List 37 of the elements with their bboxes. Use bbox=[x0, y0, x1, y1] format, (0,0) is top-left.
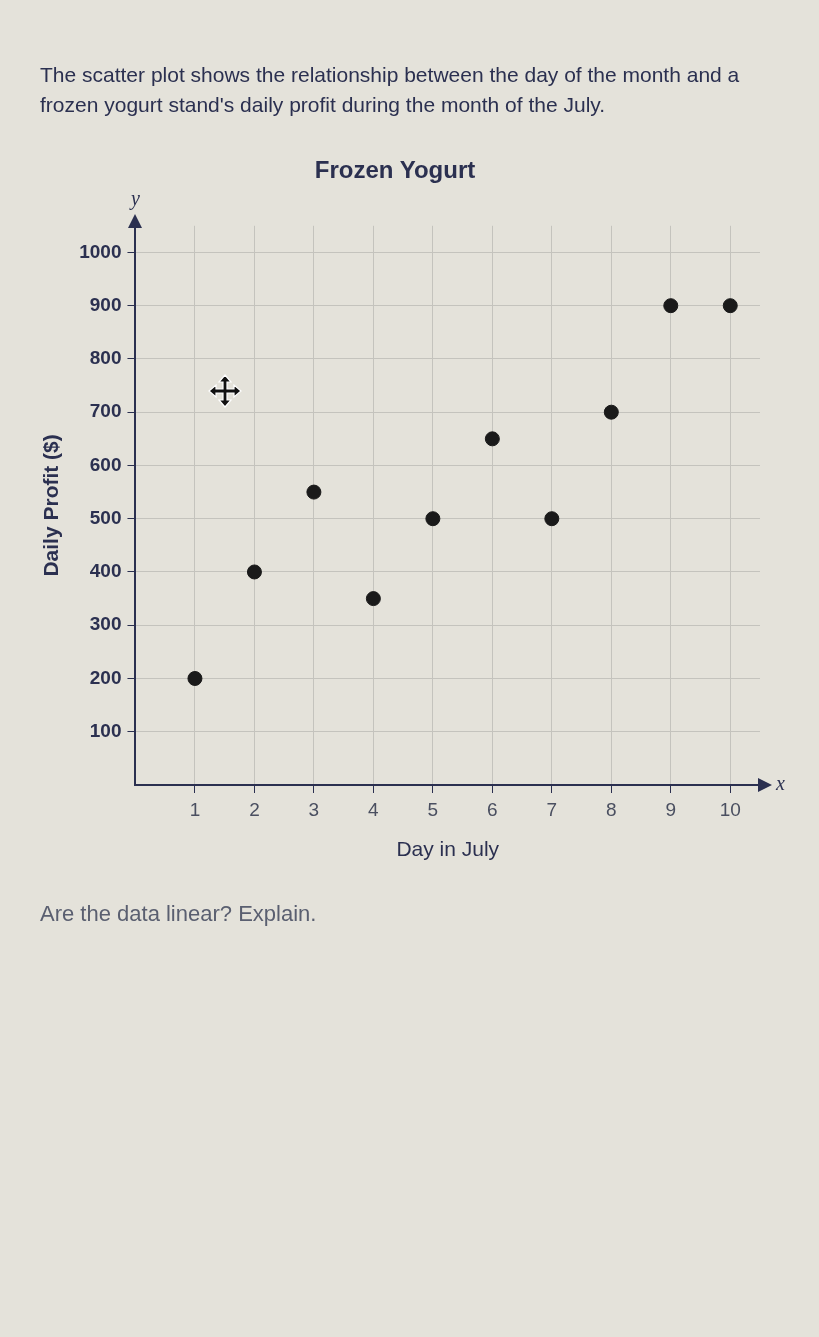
y-tick-label: 600 bbox=[89, 453, 122, 475]
y-tick-label: 800 bbox=[89, 347, 122, 369]
x-tick-label: 2 bbox=[249, 798, 260, 820]
chart-title: Frozen Yogurt bbox=[314, 155, 476, 183]
y-tick-label: 500 bbox=[89, 506, 122, 528]
x-tick-label: 9 bbox=[665, 798, 677, 820]
text: Are the data linear? Explain. bbox=[40, 900, 318, 927]
y-tick-label: 400 bbox=[89, 560, 122, 582]
y-tick-label: 700 bbox=[89, 400, 122, 422]
x-tick-label: 4 bbox=[368, 798, 380, 820]
x-tick-label: 5 bbox=[427, 798, 439, 820]
point bbox=[365, 590, 381, 606]
point bbox=[425, 511, 441, 527]
x-axis-title: Day in July bbox=[396, 837, 500, 861]
x-tick-label: 6 bbox=[487, 798, 498, 820]
x-tick-label: 8 bbox=[606, 798, 617, 820]
y-tick-label: 200 bbox=[89, 666, 122, 688]
y-tick-label: 900 bbox=[89, 293, 122, 315]
text: The scatter plot shows the relationship between the day of the month and a frozen yogurt stand's daily profit during the month of the July. bbox=[40, 62, 741, 119]
point bbox=[722, 298, 738, 314]
point bbox=[603, 404, 619, 420]
x-tick-label: 10 bbox=[719, 798, 741, 820]
text: y bbox=[129, 186, 141, 210]
y-tick-label: 300 bbox=[89, 613, 122, 635]
point bbox=[484, 431, 500, 447]
y-tick-label: 100 bbox=[89, 719, 122, 741]
point bbox=[306, 484, 322, 500]
x-tick-label: 7 bbox=[546, 798, 558, 820]
point bbox=[246, 564, 262, 580]
point bbox=[187, 670, 203, 686]
y-tick-label: 1000 bbox=[79, 240, 122, 262]
point bbox=[544, 511, 560, 527]
x-tick-label: 3 bbox=[308, 798, 320, 820]
text: x bbox=[775, 772, 785, 795]
y-axis-title: Daily Profit ($) bbox=[39, 434, 63, 577]
x-tick-label: 1 bbox=[189, 798, 201, 820]
point bbox=[663, 298, 679, 314]
